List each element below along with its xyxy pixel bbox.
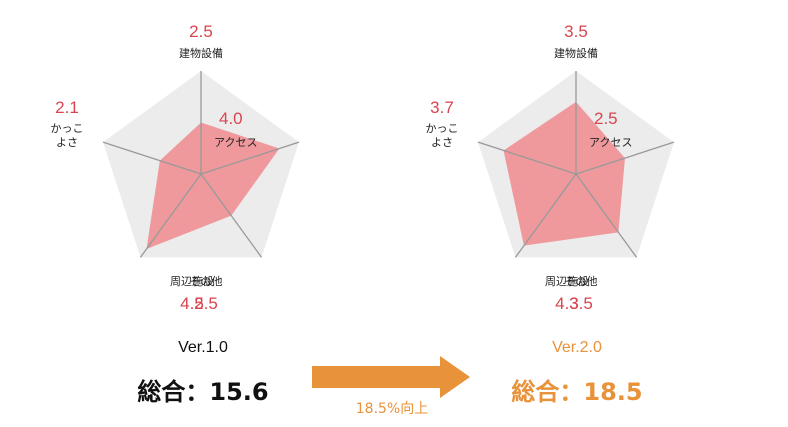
axis-label-other: その他: [565, 275, 598, 288]
improvement-arrow: [312, 356, 470, 398]
radar-spoke-other: [575, 173, 638, 258]
radar-chart-v2: 建物設備 3.5 アクセス 2.5 その他 3.5 周辺施設 4.3 かっこよさ 3.7: [426, 22, 675, 313]
axis-label-surroundings: 周辺施設: [170, 274, 214, 288]
radar-spoke-coolness: [477, 141, 577, 175]
total-score-v2: 総合：18.5: [511, 378, 643, 406]
improvement-label: 18.5%向上: [355, 401, 429, 417]
radar-spoke-surroundings: [514, 173, 577, 258]
radar-data-area: [146, 122, 280, 249]
version-label-v2: Ver.2.0: [552, 339, 602, 356]
axis-label-surroundings: 周辺施設: [545, 274, 589, 288]
value-label-access: 4.0: [219, 109, 243, 128]
axis-label-building: 建物設備: [179, 46, 223, 60]
axis-label-coolness: かっこよさ: [51, 122, 84, 149]
value-label-coolness: 2.1: [55, 98, 79, 117]
value-label-building: 2.5: [189, 22, 213, 41]
value-label-access: 2.5: [594, 109, 618, 128]
axis-label-coolness: かっこよさ: [426, 122, 459, 149]
axis-label-access: アクセス: [214, 136, 257, 149]
radar-spoke-coolness: [102, 141, 202, 175]
radar-spoke-access: [575, 141, 675, 175]
radar-spoke-surroundings: [139, 173, 202, 258]
value-label-other: 3.5: [569, 294, 593, 313]
value-label-other: 2.5: [194, 294, 218, 313]
radar-data-area: [503, 101, 625, 246]
radar-spoke-access: [200, 141, 300, 175]
radar-chart-v1: 建物設備 2.5 アクセス 4.0 その他 2.5 周辺施設 4.5 かっこよさ 2.1: [51, 22, 300, 313]
version-label-v1: Ver.1.0: [178, 339, 228, 356]
axis-label-access: アクセス: [589, 136, 632, 149]
total-score-v1: 総合：15.6: [137, 378, 269, 406]
value-label-building: 3.5: [564, 22, 588, 41]
value-label-surroundings: 4.3: [555, 294, 579, 313]
axis-label-other: その他: [190, 275, 223, 288]
value-label-surroundings: 4.5: [180, 294, 204, 313]
axis-label-building: 建物設備: [554, 46, 598, 60]
radar-spoke-other: [200, 173, 263, 258]
value-label-coolness: 3.7: [430, 98, 454, 117]
